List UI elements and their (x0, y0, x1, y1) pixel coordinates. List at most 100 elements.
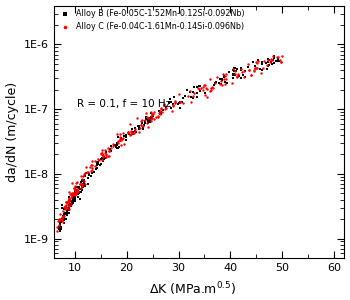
Alloy B (Fe-0.05C-1.52Mn-0.12Si-0.092Nb) (124, 137, 129, 142)
Alloy B (Fe-0.05C-1.52Mn-0.12Si-0.092Nb) (85, 175, 91, 180)
Alloy B (Fe-0.05C-1.52Mn-0.12Si-0.092Nb) (78, 186, 83, 191)
Alloy C (Fe-0.04C-1.61Mn-0.14Si-0.096Nb) (158, 112, 163, 116)
Alloy B (Fe-0.05C-1.52Mn-0.12Si-0.092Nb) (112, 143, 117, 148)
Alloy B (Fe-0.05C-1.52Mn-0.12Si-0.092Nb) (79, 178, 85, 183)
Alloy B (Fe-0.05C-1.52Mn-0.12Si-0.092Nb) (167, 96, 173, 101)
Alloy B (Fe-0.05C-1.52Mn-0.12Si-0.092Nb) (270, 58, 275, 63)
Alloy C (Fe-0.04C-1.61Mn-0.14Si-0.096Nb) (254, 65, 260, 70)
Alloy C (Fe-0.04C-1.61Mn-0.14Si-0.096Nb) (59, 217, 64, 222)
Alloy B (Fe-0.05C-1.52Mn-0.12Si-0.092Nb) (158, 112, 164, 117)
Alloy C (Fe-0.04C-1.61Mn-0.14Si-0.096Nb) (150, 111, 156, 116)
Alloy C (Fe-0.04C-1.61Mn-0.14Si-0.096Nb) (62, 206, 68, 211)
Alloy B (Fe-0.05C-1.52Mn-0.12Si-0.092Nb) (157, 110, 163, 115)
Alloy B (Fe-0.05C-1.52Mn-0.12Si-0.092Nb) (113, 142, 119, 147)
Alloy B (Fe-0.05C-1.52Mn-0.12Si-0.092Nb) (157, 112, 162, 116)
Alloy B (Fe-0.05C-1.52Mn-0.12Si-0.092Nb) (94, 163, 99, 167)
Alloy C (Fe-0.04C-1.61Mn-0.14Si-0.096Nb) (278, 60, 284, 64)
Alloy C (Fe-0.04C-1.61Mn-0.14Si-0.096Nb) (139, 122, 144, 127)
Alloy B (Fe-0.05C-1.52Mn-0.12Si-0.092Nb) (147, 116, 153, 120)
Alloy C (Fe-0.04C-1.61Mn-0.14Si-0.096Nb) (70, 191, 76, 196)
Alloy B (Fe-0.05C-1.52Mn-0.12Si-0.092Nb) (250, 60, 255, 64)
Alloy C (Fe-0.04C-1.61Mn-0.14Si-0.096Nb) (252, 65, 258, 70)
Alloy C (Fe-0.04C-1.61Mn-0.14Si-0.096Nb) (170, 103, 175, 108)
Alloy C (Fe-0.04C-1.61Mn-0.14Si-0.096Nb) (61, 204, 66, 209)
Alloy B (Fe-0.05C-1.52Mn-0.12Si-0.092Nb) (70, 196, 76, 201)
Alloy B (Fe-0.05C-1.52Mn-0.12Si-0.092Nb) (168, 106, 174, 111)
Alloy B (Fe-0.05C-1.52Mn-0.12Si-0.092Nb) (96, 160, 101, 165)
Alloy B (Fe-0.05C-1.52Mn-0.12Si-0.092Nb) (95, 159, 101, 164)
Alloy B (Fe-0.05C-1.52Mn-0.12Si-0.092Nb) (230, 72, 235, 76)
Alloy C (Fe-0.04C-1.61Mn-0.14Si-0.096Nb) (254, 61, 260, 66)
Alloy C (Fe-0.04C-1.61Mn-0.14Si-0.096Nb) (118, 142, 124, 147)
Alloy C (Fe-0.04C-1.61Mn-0.14Si-0.096Nb) (241, 69, 247, 74)
Alloy C (Fe-0.04C-1.61Mn-0.14Si-0.096Nb) (128, 129, 134, 134)
Alloy C (Fe-0.04C-1.61Mn-0.14Si-0.096Nb) (268, 57, 274, 62)
Alloy B (Fe-0.05C-1.52Mn-0.12Si-0.092Nb) (113, 145, 118, 150)
Alloy B (Fe-0.05C-1.52Mn-0.12Si-0.092Nb) (182, 94, 188, 99)
Alloy C (Fe-0.04C-1.61Mn-0.14Si-0.096Nb) (201, 82, 206, 87)
Alloy C (Fe-0.04C-1.61Mn-0.14Si-0.096Nb) (144, 121, 150, 125)
Alloy B (Fe-0.05C-1.52Mn-0.12Si-0.092Nb) (77, 187, 83, 192)
Alloy B (Fe-0.05C-1.52Mn-0.12Si-0.092Nb) (264, 67, 270, 71)
Alloy C (Fe-0.04C-1.61Mn-0.14Si-0.096Nb) (219, 83, 225, 88)
Alloy C (Fe-0.04C-1.61Mn-0.14Si-0.096Nb) (98, 150, 104, 155)
Alloy C (Fe-0.04C-1.61Mn-0.14Si-0.096Nb) (82, 171, 88, 176)
Alloy C (Fe-0.04C-1.61Mn-0.14Si-0.096Nb) (72, 187, 77, 192)
Alloy B (Fe-0.05C-1.52Mn-0.12Si-0.092Nb) (61, 216, 67, 220)
Alloy B (Fe-0.05C-1.52Mn-0.12Si-0.092Nb) (271, 61, 277, 65)
Alloy B (Fe-0.05C-1.52Mn-0.12Si-0.092Nb) (75, 185, 81, 190)
Alloy B (Fe-0.05C-1.52Mn-0.12Si-0.092Nb) (60, 216, 65, 221)
Alloy C (Fe-0.04C-1.61Mn-0.14Si-0.096Nb) (204, 94, 210, 99)
Alloy C (Fe-0.04C-1.61Mn-0.14Si-0.096Nb) (99, 151, 105, 156)
Alloy C (Fe-0.04C-1.61Mn-0.14Si-0.096Nb) (233, 68, 238, 73)
Alloy C (Fe-0.04C-1.61Mn-0.14Si-0.096Nb) (78, 185, 84, 190)
Alloy B (Fe-0.05C-1.52Mn-0.12Si-0.092Nb) (61, 216, 67, 221)
Alloy B (Fe-0.05C-1.52Mn-0.12Si-0.092Nb) (64, 211, 70, 215)
Alloy B (Fe-0.05C-1.52Mn-0.12Si-0.092Nb) (238, 75, 244, 80)
Alloy C (Fe-0.04C-1.61Mn-0.14Si-0.096Nb) (105, 146, 111, 150)
Alloy B (Fe-0.05C-1.52Mn-0.12Si-0.092Nb) (231, 68, 237, 73)
Alloy C (Fe-0.04C-1.61Mn-0.14Si-0.096Nb) (241, 75, 247, 80)
Alloy B (Fe-0.05C-1.52Mn-0.12Si-0.092Nb) (171, 94, 176, 99)
Alloy C (Fe-0.04C-1.61Mn-0.14Si-0.096Nb) (196, 87, 201, 92)
Alloy C (Fe-0.04C-1.61Mn-0.14Si-0.096Nb) (54, 225, 60, 230)
Alloy B (Fe-0.05C-1.52Mn-0.12Si-0.092Nb) (265, 60, 271, 64)
Alloy B (Fe-0.05C-1.52Mn-0.12Si-0.092Nb) (72, 193, 78, 198)
Alloy B (Fe-0.05C-1.52Mn-0.12Si-0.092Nb) (212, 80, 218, 85)
Alloy C (Fe-0.04C-1.61Mn-0.14Si-0.096Nb) (79, 176, 85, 181)
Alloy C (Fe-0.04C-1.61Mn-0.14Si-0.096Nb) (117, 137, 122, 142)
Alloy B (Fe-0.05C-1.52Mn-0.12Si-0.092Nb) (68, 198, 74, 203)
Alloy C (Fe-0.04C-1.61Mn-0.14Si-0.096Nb) (74, 188, 79, 193)
Alloy C (Fe-0.04C-1.61Mn-0.14Si-0.096Nb) (133, 129, 138, 134)
Alloy C (Fe-0.04C-1.61Mn-0.14Si-0.096Nb) (99, 148, 105, 153)
Alloy B (Fe-0.05C-1.52Mn-0.12Si-0.092Nb) (143, 114, 149, 119)
Alloy C (Fe-0.04C-1.61Mn-0.14Si-0.096Nb) (79, 173, 84, 178)
Alloy C (Fe-0.04C-1.61Mn-0.14Si-0.096Nb) (96, 158, 101, 162)
Alloy C (Fe-0.04C-1.61Mn-0.14Si-0.096Nb) (70, 192, 75, 197)
Alloy B (Fe-0.05C-1.52Mn-0.12Si-0.092Nb) (66, 198, 72, 203)
Alloy C (Fe-0.04C-1.61Mn-0.14Si-0.096Nb) (85, 169, 91, 174)
Alloy B (Fe-0.05C-1.52Mn-0.12Si-0.092Nb) (62, 212, 67, 216)
Alloy C (Fe-0.04C-1.61Mn-0.14Si-0.096Nb) (71, 192, 77, 197)
Alloy C (Fe-0.04C-1.61Mn-0.14Si-0.096Nb) (248, 72, 253, 77)
Alloy B (Fe-0.05C-1.52Mn-0.12Si-0.092Nb) (93, 167, 99, 171)
Alloy C (Fe-0.04C-1.61Mn-0.14Si-0.096Nb) (277, 58, 282, 62)
Alloy B (Fe-0.05C-1.52Mn-0.12Si-0.092Nb) (66, 206, 71, 210)
Alloy C (Fe-0.04C-1.61Mn-0.14Si-0.096Nb) (251, 68, 257, 72)
Alloy C (Fe-0.04C-1.61Mn-0.14Si-0.096Nb) (169, 109, 175, 114)
Alloy C (Fe-0.04C-1.61Mn-0.14Si-0.096Nb) (222, 74, 228, 79)
Alloy B (Fe-0.05C-1.52Mn-0.12Si-0.092Nb) (81, 179, 86, 184)
Alloy B (Fe-0.05C-1.52Mn-0.12Si-0.092Nb) (66, 194, 71, 199)
Alloy C (Fe-0.04C-1.61Mn-0.14Si-0.096Nb) (129, 131, 134, 136)
Alloy C (Fe-0.04C-1.61Mn-0.14Si-0.096Nb) (218, 78, 223, 83)
Alloy C (Fe-0.04C-1.61Mn-0.14Si-0.096Nb) (117, 138, 123, 143)
Alloy C (Fe-0.04C-1.61Mn-0.14Si-0.096Nb) (73, 192, 79, 197)
Alloy C (Fe-0.04C-1.61Mn-0.14Si-0.096Nb) (63, 204, 69, 209)
Alloy B (Fe-0.05C-1.52Mn-0.12Si-0.092Nb) (232, 73, 238, 77)
Alloy B (Fe-0.05C-1.52Mn-0.12Si-0.092Nb) (91, 169, 96, 174)
Alloy B (Fe-0.05C-1.52Mn-0.12Si-0.092Nb) (60, 214, 66, 219)
Y-axis label: da/dN (m/cycle): da/dN (m/cycle) (6, 82, 19, 182)
Alloy B (Fe-0.05C-1.52Mn-0.12Si-0.092Nb) (60, 206, 65, 210)
Alloy C (Fe-0.04C-1.61Mn-0.14Si-0.096Nb) (83, 165, 89, 170)
Alloy B (Fe-0.05C-1.52Mn-0.12Si-0.092Nb) (68, 204, 74, 209)
